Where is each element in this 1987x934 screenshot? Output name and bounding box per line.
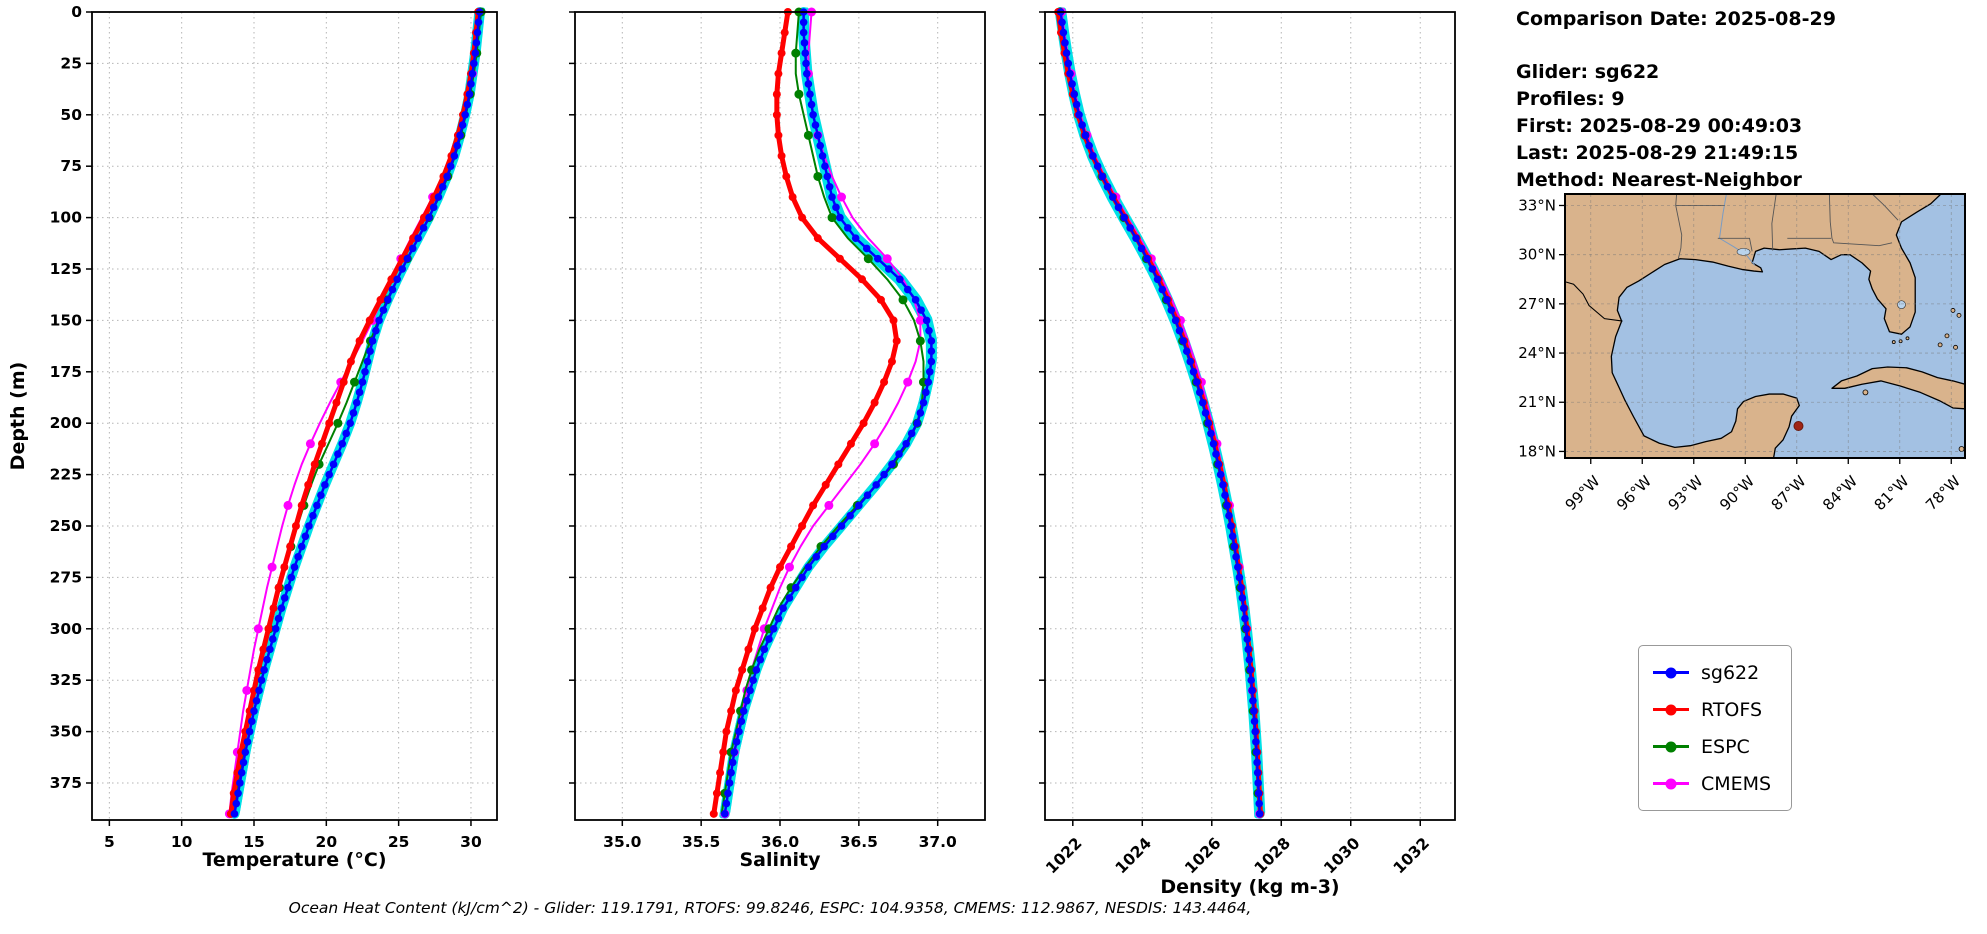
svg-text:1032: 1032 xyxy=(1390,834,1433,877)
svg-text:75: 75 xyxy=(60,157,82,175)
svg-text:78°W: 78°W xyxy=(1922,472,1964,514)
interp-method: Method: Nearest-Neighbor xyxy=(1516,169,1802,191)
salinity-profile-chart: 35.0 35.5 36.0 36.5 37.0 Salinity xyxy=(569,7,986,871)
svg-text:25: 25 xyxy=(60,54,82,72)
legend-item-cmems: CMEMS xyxy=(1653,765,1771,802)
ohc-caption: Ocean Heat Content (kJ/cm^2) - Glider: 1… xyxy=(288,899,1252,917)
legend-line-marker xyxy=(1653,667,1689,678)
svg-text:20: 20 xyxy=(316,833,338,851)
svg-text:35.5: 35.5 xyxy=(682,833,720,851)
glider-name: Glider: sg622 xyxy=(1516,61,1660,83)
svg-text:225: 225 xyxy=(50,466,82,484)
svg-text:35.0: 35.0 xyxy=(603,833,641,851)
svg-text:275: 275 xyxy=(50,568,82,586)
svg-text:10: 10 xyxy=(171,833,193,851)
svg-text:30°N: 30°N xyxy=(1518,246,1556,264)
legend-label: ESPC xyxy=(1701,735,1750,758)
svg-text:21°N: 21°N xyxy=(1518,393,1556,411)
svg-text:250: 250 xyxy=(50,517,83,535)
legend-line-marker xyxy=(1653,741,1689,752)
info-panel: Comparison Date: 2025-08-29 Glider: sg62… xyxy=(1516,6,1836,194)
svg-text:37.0: 37.0 xyxy=(919,833,957,851)
svg-text:Density (kg m-3): Density (kg m-3) xyxy=(1160,876,1339,898)
svg-text:0: 0 xyxy=(71,3,82,21)
svg-text:33°N: 33°N xyxy=(1518,196,1556,214)
svg-text:Temperature (°C): Temperature (°C) xyxy=(202,849,386,871)
legend-label: CMEMS xyxy=(1701,772,1772,795)
legend-label: sg622 xyxy=(1701,661,1760,684)
comparison-date: Comparison Date: 2025-08-29 xyxy=(1516,8,1836,30)
svg-text:27°N: 27°N xyxy=(1518,295,1556,313)
legend-line-marker xyxy=(1653,778,1689,789)
svg-text:100: 100 xyxy=(50,209,83,227)
svg-text:84°W: 84°W xyxy=(1819,472,1861,514)
svg-text:90°W: 90°W xyxy=(1716,472,1758,514)
last-profile-time: Last: 2025-08-29 21:49:15 xyxy=(1516,142,1799,164)
profiles-count: Profiles: 9 xyxy=(1516,88,1625,110)
legend-item-rtofs: RTOFS xyxy=(1653,691,1771,728)
legend-dot-marker xyxy=(1665,667,1677,678)
legend-line-marker xyxy=(1653,704,1689,715)
svg-text:1022: 1022 xyxy=(1042,834,1085,877)
svg-text:15: 15 xyxy=(243,833,265,851)
svg-text:Salinity: Salinity xyxy=(739,849,821,871)
svg-text:50: 50 xyxy=(60,106,82,124)
legend-label: RTOFS xyxy=(1701,698,1763,721)
svg-text:96°W: 96°W xyxy=(1613,472,1655,514)
svg-text:5: 5 xyxy=(104,833,115,851)
svg-text:99°W: 99°W xyxy=(1562,472,1604,514)
svg-text:125: 125 xyxy=(50,260,82,278)
svg-text:24°N: 24°N xyxy=(1518,344,1556,362)
legend-item-sg622: sg622 xyxy=(1653,654,1771,691)
gulf-of-mexico-map: 99°W 96°W 93°W 90°W 87°W 84°W 81°W 78°W 33°N 30°N… xyxy=(1518,193,1966,514)
legend-dot-marker xyxy=(1665,704,1677,715)
legend-item-espc: ESPC xyxy=(1653,728,1771,765)
svg-text:325: 325 xyxy=(50,671,82,689)
svg-text:350: 350 xyxy=(50,723,83,741)
svg-text:375: 375 xyxy=(50,774,82,792)
svg-text:87°W: 87°W xyxy=(1768,472,1810,514)
svg-text:36.5: 36.5 xyxy=(840,833,878,851)
density-profile-chart: 1022 1024 1026 1028 1030 1032 Density (kg m-3) xyxy=(1039,7,1456,898)
temperature-profile-chart: 5 10 15 20 25 3002550751001251501752002252502… xyxy=(7,3,498,871)
svg-text:175: 175 xyxy=(50,363,82,381)
svg-text:18°N: 18°N xyxy=(1518,442,1556,460)
svg-text:25: 25 xyxy=(388,833,410,851)
svg-text:93°W: 93°W xyxy=(1665,472,1707,514)
svg-text:150: 150 xyxy=(50,311,83,329)
svg-text:1026: 1026 xyxy=(1181,834,1224,877)
svg-text:1024: 1024 xyxy=(1112,834,1155,877)
legend: sg622 RTOFS ESPC CMEMS xyxy=(1638,645,1793,811)
glider-location-dot xyxy=(1793,421,1804,432)
svg-text:200: 200 xyxy=(50,414,83,432)
svg-text:1028: 1028 xyxy=(1251,834,1294,877)
svg-text:Depth (m): Depth (m) xyxy=(7,362,29,471)
legend-dot-marker xyxy=(1665,741,1677,752)
legend-dot-marker xyxy=(1665,778,1677,789)
svg-text:300: 300 xyxy=(50,620,83,638)
first-profile-time: First: 2025-08-29 00:49:03 xyxy=(1516,115,1803,137)
svg-text:81°W: 81°W xyxy=(1871,472,1913,514)
svg-text:1030: 1030 xyxy=(1320,834,1363,877)
svg-text:36.0: 36.0 xyxy=(761,833,799,851)
svg-text:30: 30 xyxy=(460,833,482,851)
